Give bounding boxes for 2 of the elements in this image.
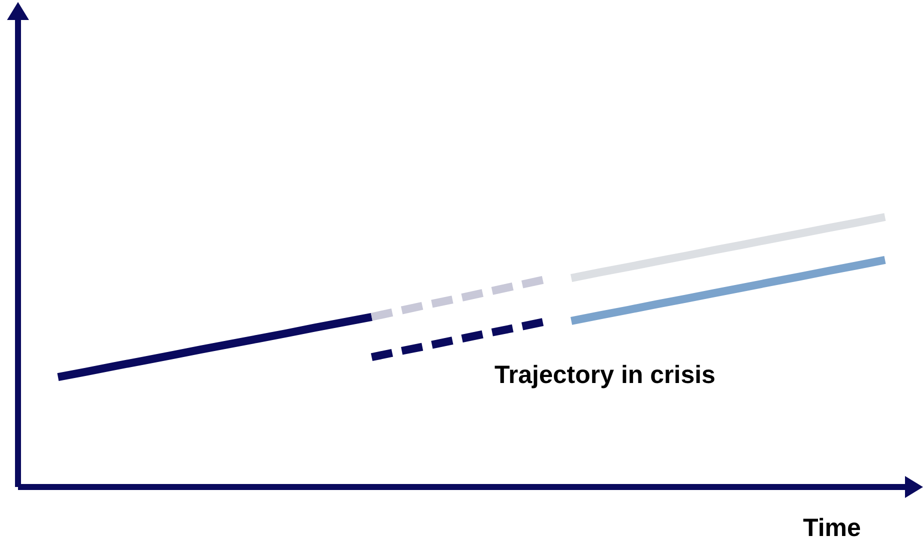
annotation: Trajectory in crisis xyxy=(494,361,716,389)
x-axis-title: Time xyxy=(803,514,862,542)
